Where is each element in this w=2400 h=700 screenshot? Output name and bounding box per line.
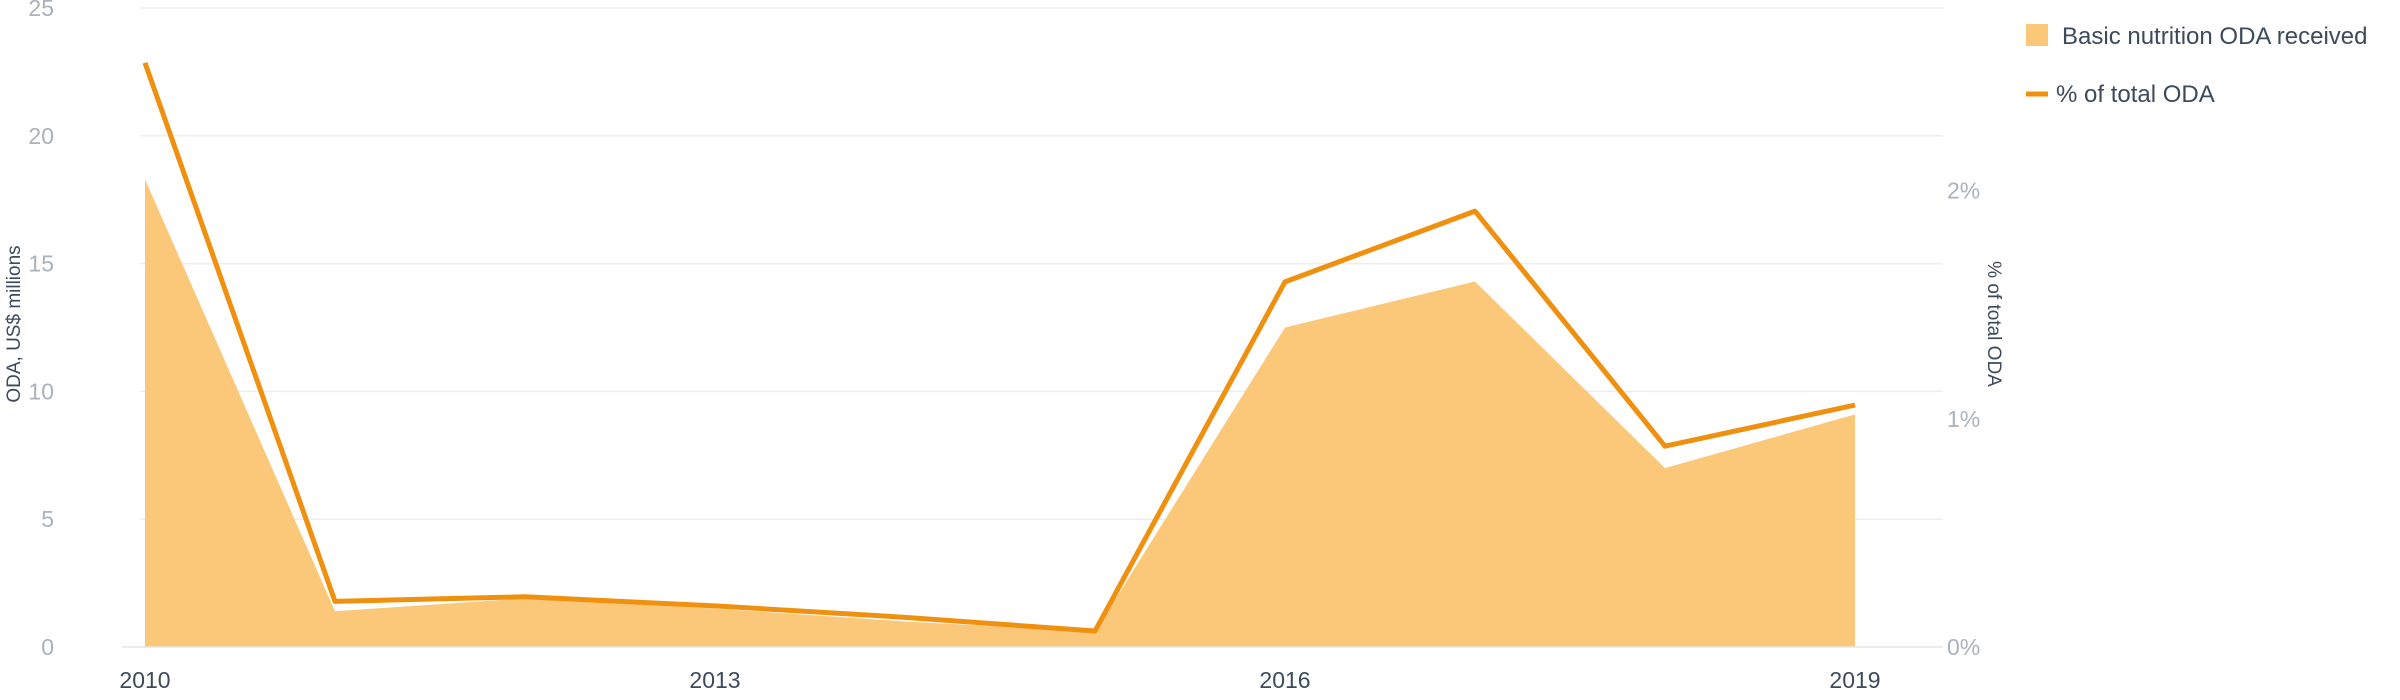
y-axis-right: 0% 1% 2% — [1947, 178, 1980, 660]
x-tick-label: 2019 — [1829, 667, 1880, 693]
x-tick-label: 2013 — [689, 667, 740, 693]
y-tick-label-left: 5 — [41, 506, 54, 532]
legend-item-area[interactable]: Basic nutrition ODA received — [2026, 23, 2367, 50]
x-tick-label: 2010 — [119, 667, 170, 693]
legend-swatch-area — [2026, 24, 2048, 46]
line-series-layer — [142, 61, 1856, 634]
y-tick-label-left: 20 — [28, 123, 54, 149]
y-tick-label-left: 25 — [28, 0, 54, 21]
x-axis: 2010 2013 2016 2019 — [119, 646, 1943, 693]
legend-label-line: % of total ODA — [2056, 81, 2215, 108]
y-axis-title-right: % of total ODA — [1983, 261, 2004, 387]
legend-item-line[interactable]: % of total ODA — [2026, 81, 2215, 108]
area-series-basic-nutrition — [145, 179, 1855, 647]
line-series-pct-total-oda — [142, 61, 1856, 634]
y-tick-label-right: 0% — [1947, 634, 1980, 660]
x-tick-label: 2016 — [1259, 667, 1310, 693]
y-axis-title-left: ODA, US$ millions — [4, 245, 25, 402]
y-tick-label-left: 10 — [28, 378, 54, 404]
legend-label-area: Basic nutrition ODA received — [2062, 23, 2367, 50]
y-tick-label-left: 0 — [41, 634, 54, 660]
y-tick-label-left: 15 — [28, 251, 54, 277]
legend[interactable]: Basic nutrition ODA received % of total … — [2026, 23, 2367, 108]
y-tick-label-right: 2% — [1947, 178, 1980, 204]
y-tick-label-right: 1% — [1947, 406, 1980, 432]
y-axis-left: 0 5 10 15 20 25 — [28, 0, 54, 660]
area-series-layer — [145, 179, 1855, 647]
